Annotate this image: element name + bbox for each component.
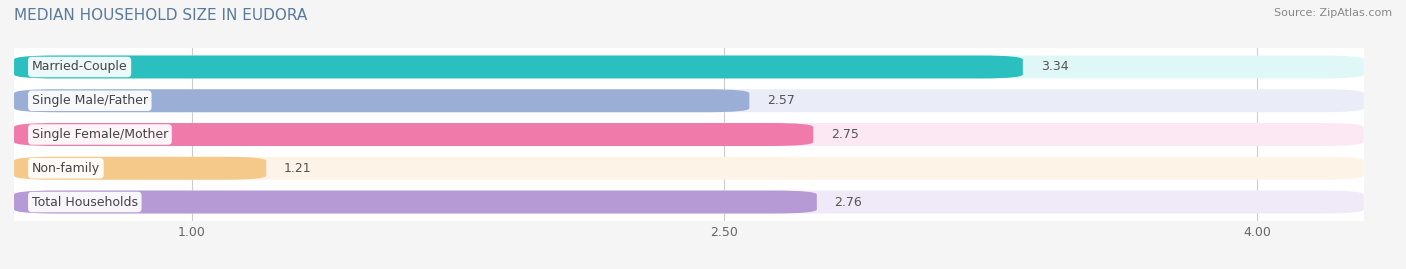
- FancyBboxPatch shape: [14, 89, 1364, 112]
- FancyBboxPatch shape: [14, 157, 266, 180]
- Text: 2.57: 2.57: [768, 94, 794, 107]
- Text: Single Male/Father: Single Male/Father: [32, 94, 148, 107]
- FancyBboxPatch shape: [14, 55, 1364, 79]
- Text: 3.34: 3.34: [1040, 61, 1069, 73]
- FancyBboxPatch shape: [14, 190, 1364, 214]
- Text: MEDIAN HOUSEHOLD SIZE IN EUDORA: MEDIAN HOUSEHOLD SIZE IN EUDORA: [14, 8, 308, 23]
- FancyBboxPatch shape: [14, 123, 813, 146]
- FancyBboxPatch shape: [14, 123, 1364, 146]
- Text: Non-family: Non-family: [32, 162, 100, 175]
- FancyBboxPatch shape: [14, 157, 1364, 180]
- Text: 1.21: 1.21: [284, 162, 312, 175]
- Text: 2.76: 2.76: [835, 196, 862, 208]
- Text: Source: ZipAtlas.com: Source: ZipAtlas.com: [1274, 8, 1392, 18]
- FancyBboxPatch shape: [14, 89, 749, 112]
- FancyBboxPatch shape: [14, 55, 1022, 79]
- Text: 2.75: 2.75: [831, 128, 859, 141]
- Text: Total Households: Total Households: [32, 196, 138, 208]
- Text: Single Female/Mother: Single Female/Mother: [32, 128, 169, 141]
- FancyBboxPatch shape: [14, 190, 817, 214]
- Text: Married-Couple: Married-Couple: [32, 61, 128, 73]
